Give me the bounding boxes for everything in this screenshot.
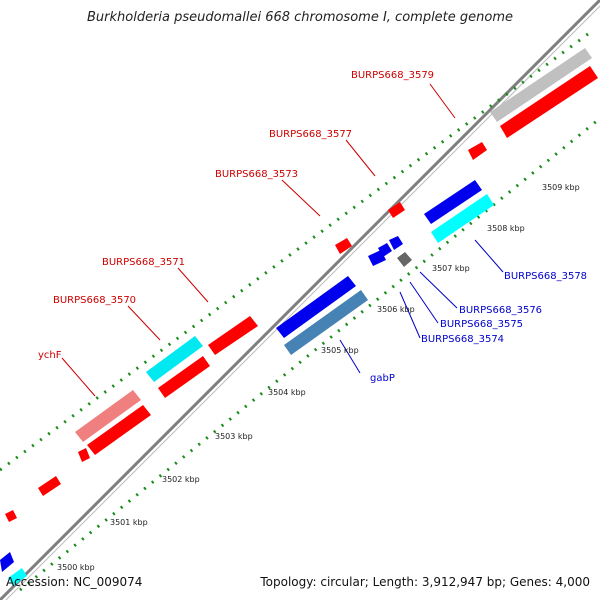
kbp-label: 3504 kbp (268, 388, 306, 397)
feature-bottom-b (8, 568, 27, 586)
reverse-features (0, 180, 494, 586)
feature-3571b (335, 238, 352, 254)
feature-burps668-3578 (431, 194, 494, 243)
map-title: Burkholderia pseudomallei 668 chromosome… (86, 10, 514, 25)
gene-label-burps668-3579: BURPS668_3579 (351, 70, 434, 81)
kbp-label: 3501 kbp (110, 518, 148, 527)
gene-label-burps668-3577: BURPS668_3577 (269, 129, 352, 140)
feature-burps668-3578-a (424, 180, 482, 224)
feature-bottom-a (0, 552, 14, 572)
feature-3573 (388, 202, 405, 218)
gene-label-burps668-3571: BURPS668_3571 (102, 257, 185, 268)
forward-labels: ychF BURPS668_3570 BURPS668_3571 BURPS66… (38, 70, 434, 361)
gene-label-burps668-3576: BURPS668_3576 (459, 305, 542, 316)
topology-summary: Topology: circular; Length: 3,912,947 bp… (260, 575, 590, 589)
feature-gabp-a (276, 276, 356, 338)
gene-label-ychf: ychF (38, 350, 62, 361)
gene-label-burps668-3578: BURPS668_3578 (504, 271, 587, 282)
reverse-tick-track (19, 118, 599, 592)
kbp-labels: 3500 kbp 3501 kbp 3502 kbp 3503 kbp 3504… (57, 183, 580, 572)
feature-burps668-3570-highlight (146, 336, 203, 382)
feature-ychf-rna (75, 390, 141, 442)
gene-label-burps668-3574: BURPS668_3574 (421, 334, 504, 345)
feature-3577 (468, 142, 487, 160)
gene-label-burps668-3570: BURPS668_3570 (53, 295, 136, 306)
kbp-label: 3508 kbp (487, 224, 525, 233)
feature-burps668-3571 (208, 316, 258, 355)
kbp-label: 3509 kbp (542, 183, 580, 192)
feature-burps668-3570 (158, 356, 210, 398)
feature-small-b (38, 476, 61, 496)
feature-ychf (87, 405, 151, 455)
kbp-label: 3502 kbp (162, 475, 200, 484)
feature-burps668-3579 (500, 66, 598, 138)
feature-gabp (284, 290, 368, 355)
feature-3574 (368, 250, 386, 266)
forward-features (5, 48, 598, 522)
gene-label-burps668-3575: BURPS668_3575 (440, 319, 523, 330)
feature-burps668-3579-pseudo (490, 48, 592, 122)
leader-lines-reverse (339, 239, 504, 374)
reverse-labels: gabP BURPS668_3574 BURPS668_3575 BURPS66… (370, 271, 587, 384)
accession-text: Accession: NC_009074 (6, 575, 143, 589)
feature-3576 (389, 236, 403, 250)
forward-tick-track (0, 32, 589, 472)
kbp-label: 3507 kbp (432, 264, 470, 273)
kbp-label: 3503 kbp (215, 432, 253, 441)
leader-lines (61, 83, 456, 397)
kbp-label: 3506 kbp (377, 305, 415, 314)
gene-label-burps668-3573: BURPS668_3573 (215, 169, 298, 180)
feature-small-a (78, 448, 90, 462)
kbp-label: 3505 kbp (321, 346, 359, 355)
gene-label-gabp: gabP (370, 373, 395, 384)
feature-dark (397, 252, 412, 267)
feature-small-c (5, 510, 17, 522)
kbp-label: 3500 kbp (57, 563, 95, 572)
